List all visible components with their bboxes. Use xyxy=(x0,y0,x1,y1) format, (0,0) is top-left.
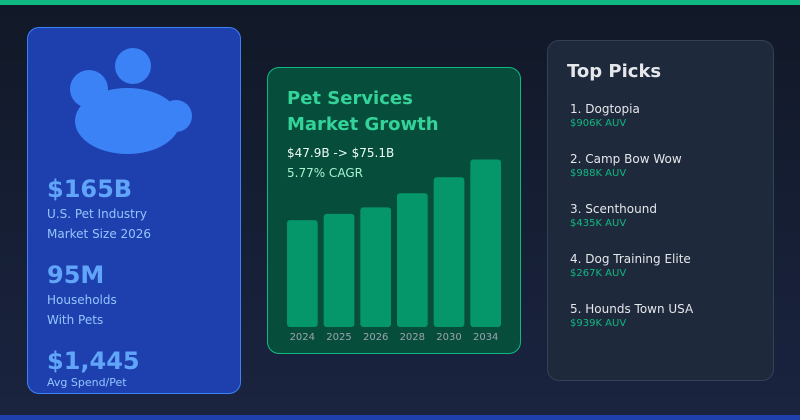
pick-auv: $435K AUV xyxy=(570,218,627,229)
pick-name: 1. Dogtopia xyxy=(570,102,640,116)
stat-label-line: U.S. Pet Industry xyxy=(47,206,147,221)
x-tick-label: 2034 xyxy=(473,332,498,343)
pick-name: 2. Camp Bow Wow xyxy=(570,152,682,166)
pick-name: 4. Dog Training Elite xyxy=(570,252,691,266)
chart-bar-2030 xyxy=(433,177,465,327)
pick-item[interactable]: 1. Dogtopia $906K AUV xyxy=(570,101,760,131)
industry-stats-card: $165B U.S. Pet Industry Market Size 2026… xyxy=(27,27,241,394)
pick-auv: $906K AUV xyxy=(570,118,627,129)
chart-bar-2028 xyxy=(397,193,428,327)
pick-auv: $939K AUV xyxy=(570,318,627,329)
paw-print-icon xyxy=(68,48,198,154)
x-tick-label: 2025 xyxy=(326,332,351,343)
chart-title-line: Market Growth xyxy=(287,114,439,135)
pick-item[interactable]: 4. Dog Training Elite $267K AUV xyxy=(570,251,760,281)
stat-value: 95M xyxy=(47,261,105,289)
stat-value: $165B xyxy=(47,175,133,203)
stat-label-line: Households xyxy=(47,292,117,307)
stat-households: 95M Households With Pets xyxy=(47,261,117,330)
stat-avg-spend: $1,445 Avg Spend/Pet xyxy=(47,347,140,390)
pick-name: 3. Scenthound xyxy=(570,202,657,216)
chart-title: Pet Services Market Growth xyxy=(287,86,487,138)
x-tick-label: 2026 xyxy=(363,332,388,343)
picks-title: Top Picks xyxy=(567,61,662,82)
cagr-text: 5.77% CAGR xyxy=(287,166,363,180)
x-tick-label: 2030 xyxy=(436,332,461,343)
top-accent-bar xyxy=(0,0,800,5)
pick-name: 5. Hounds Town USA xyxy=(570,302,694,316)
chart-bar-2026 xyxy=(360,207,391,327)
x-tick-label: 2028 xyxy=(400,332,425,343)
stat-market-size: $165B U.S. Pet Industry Market Size 2026 xyxy=(47,175,151,244)
growth-range-text: $47.9B -> $75.1B xyxy=(287,146,395,160)
market-growth-card: Pet Services Market Growth $47.9B -> $75… xyxy=(267,67,521,354)
stat-label-line: Market Size 2026 xyxy=(47,226,152,241)
chart-bar-2025 xyxy=(323,213,355,327)
pick-auv: $267K AUV xyxy=(570,268,627,279)
pick-item[interactable]: 5. Hounds Town USA $939K AUV xyxy=(570,301,760,331)
pick-item[interactable]: 2. Camp Bow Wow $988K AUV xyxy=(570,151,760,181)
x-tick-label: 2024 xyxy=(290,332,315,343)
stat-value: $1,445 xyxy=(47,347,140,375)
stat-label-line: With Pets xyxy=(47,312,104,327)
bottom-accent-bar xyxy=(0,415,800,420)
chart-bar-2024 xyxy=(287,220,318,327)
pick-auv: $988K AUV xyxy=(570,168,627,179)
top-picks-card: Top Picks 1. Dogtopia $906K AUV 2. Camp … xyxy=(547,40,774,381)
market-growth-bar-chart: 2024 2025 2026 2028 2030 2034 xyxy=(287,159,501,343)
stat-label-line: Avg Spend/Pet xyxy=(47,375,127,389)
pick-item[interactable]: 3. Scenthound $435K AUV xyxy=(570,201,760,231)
chart-title-line: Pet Services xyxy=(287,88,413,109)
chart-bar-2034 xyxy=(470,159,501,327)
